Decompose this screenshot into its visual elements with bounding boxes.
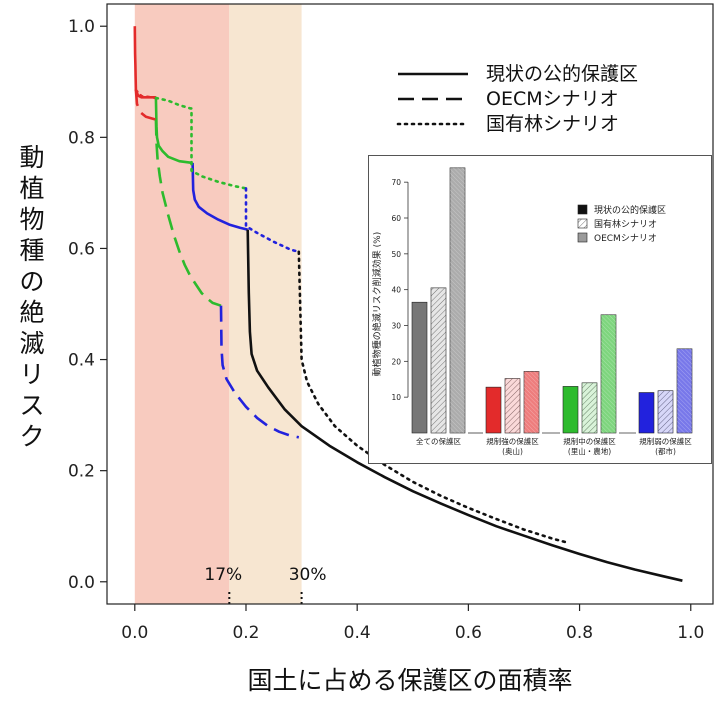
inset-category-labels: 全ての保護区 規制強の保護区(奥山) 規制中の保護区(里山・農地) 規制弱の保護区(都… bbox=[416, 436, 692, 456]
inset-legend-swatch-shaded bbox=[577, 232, 588, 243]
y-tick-label: 0.0 bbox=[68, 573, 95, 593]
inset-y-axis-ticks: 10 20 30 40 50 60 70 bbox=[391, 178, 409, 402]
inset-category-sublabel: (奥山) bbox=[502, 446, 523, 456]
inset-legend-label: 国有林シナリオ bbox=[594, 218, 657, 230]
series-line-dashed-4 bbox=[134, 89, 157, 121]
bar-national-forest bbox=[504, 378, 521, 434]
inset-y-tick-label: 60 bbox=[391, 214, 401, 223]
x-tick-label: 0.2 bbox=[232, 623, 259, 643]
inset-category-label: 規制弱の保護区 bbox=[639, 436, 692, 446]
y-axis-title-char: 植 bbox=[19, 174, 44, 203]
inset-y-tick-label: 30 bbox=[391, 322, 401, 331]
marker-label-1: 30% bbox=[289, 565, 327, 585]
inset-y-tick-label: 10 bbox=[391, 393, 401, 402]
inset-category-label: 規制中の保護区 bbox=[563, 436, 616, 446]
y-axis-ticks: 0.0 0.2 0.4 0.6 0.8 1.0 bbox=[68, 17, 107, 593]
x-axis-ticks: 0.0 0.2 0.4 0.6 0.8 1.0 bbox=[121, 604, 704, 643]
bar-oecm-texture bbox=[450, 167, 465, 434]
y-tick-label: 0.8 bbox=[68, 128, 95, 148]
x-tick-label: 0.0 bbox=[121, 623, 148, 643]
inset-category-label: 規制強の保護区 bbox=[486, 436, 539, 446]
bar-national-forest bbox=[581, 382, 598, 434]
bar-national-forest bbox=[657, 390, 674, 434]
y-axis-title-char: 絶 bbox=[19, 298, 44, 327]
bar-oecm-texture bbox=[601, 314, 616, 433]
marker-label-0: 17% bbox=[204, 565, 242, 585]
inset-bars bbox=[411, 167, 693, 434]
y-axis-title-char: 物 bbox=[19, 205, 44, 234]
inset-y-tick-label: 20 bbox=[391, 357, 401, 366]
bar-current bbox=[638, 392, 655, 434]
legend-label: 国有林シナリオ bbox=[486, 113, 619, 135]
bar-current bbox=[562, 386, 579, 434]
y-axis-title-char: 動 bbox=[19, 143, 44, 172]
inset-category-sublabel: (都市) bbox=[655, 446, 676, 456]
y-axis-title-char: ス bbox=[19, 391, 44, 420]
legend-label: 現状の公的保護区 bbox=[486, 63, 638, 85]
plot-frame bbox=[106, 3, 714, 605]
y-axis-title-char: 種 bbox=[19, 236, 44, 265]
x-tick-label: 1.0 bbox=[677, 623, 704, 643]
series-line-solid-2 bbox=[191, 162, 248, 231]
series-line-dotted-7 bbox=[134, 88, 158, 100]
inset-y-axis-title: 動植物種の絶滅リスク削減効果 (%) bbox=[371, 232, 383, 376]
y-axis-title-char: 滅 bbox=[19, 329, 44, 358]
x-tick-label: 0.6 bbox=[455, 623, 482, 643]
y-tick-label: 0.6 bbox=[68, 239, 95, 259]
inset-legend-label: 現状の公的保護区 bbox=[594, 204, 666, 216]
y-tick-label: 1.0 bbox=[68, 17, 95, 37]
series-lines bbox=[133, 26, 683, 582]
series-line-solid-3 bbox=[246, 229, 683, 582]
shaded-region-1 bbox=[229, 4, 302, 604]
x-axis-title: 国土に占める保護区の面積率 bbox=[247, 666, 572, 695]
y-axis-title: 動植物種の絶滅リスク bbox=[19, 143, 44, 451]
inset-legend-swatch-hatch bbox=[577, 218, 588, 229]
inset-legend-label: OECMシナリオ bbox=[594, 233, 657, 244]
percent-markers: 17% 30% bbox=[204, 565, 326, 604]
inset-y-tick-label: 50 bbox=[391, 250, 401, 259]
legend-label: OECMシナリオ bbox=[486, 88, 619, 110]
series-line-dashed-5 bbox=[154, 119, 222, 307]
bar-national-forest-tint bbox=[431, 287, 446, 433]
y-axis-title-char: の bbox=[19, 267, 44, 296]
inset-category-sublabel: (里山・農地) bbox=[568, 446, 611, 456]
bar-current bbox=[411, 301, 428, 434]
inset-category-label: 全ての保護区 bbox=[416, 436, 461, 446]
x-tick-label: 0.8 bbox=[566, 623, 593, 643]
inset-y-axis-title-text: 動植物種の絶滅リスク削減効果 (%) bbox=[371, 232, 383, 376]
inset-legend-swatch-solid bbox=[577, 204, 588, 215]
bar-current bbox=[485, 386, 502, 434]
bar-national-forest-tint bbox=[658, 390, 673, 433]
y-tick-label: 0.2 bbox=[68, 462, 95, 482]
inset-y-tick-label: 40 bbox=[391, 286, 401, 295]
series-line-dashed-6 bbox=[219, 305, 300, 439]
bar-national-forest bbox=[430, 287, 447, 434]
y-axis-title-char: ク bbox=[19, 422, 44, 451]
bar-oecm-texture bbox=[524, 371, 539, 433]
bar-national-forest-tint bbox=[505, 378, 520, 433]
y-axis-title-char: リ bbox=[19, 360, 44, 389]
y-tick-label: 0.4 bbox=[68, 351, 95, 371]
series-line-dotted-10 bbox=[297, 250, 570, 545]
inset-y-tick-label: 70 bbox=[391, 178, 401, 187]
bar-oecm-texture bbox=[677, 348, 692, 433]
x-tick-label: 0.4 bbox=[344, 623, 371, 643]
bar-national-forest-tint bbox=[582, 382, 597, 433]
